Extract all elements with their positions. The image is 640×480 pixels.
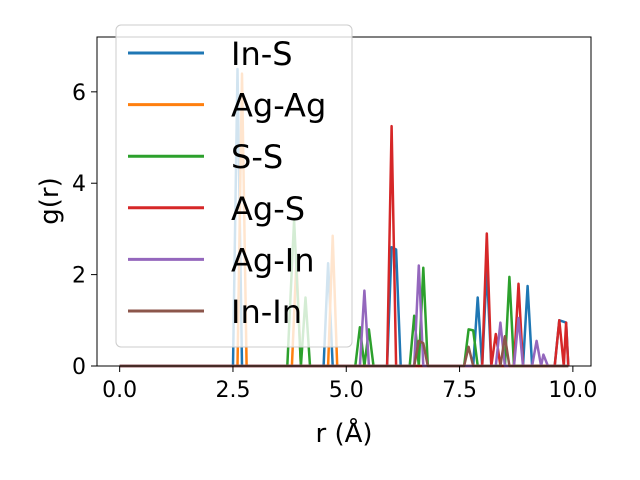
y-axis: 0 2 4 6 [72,81,97,380]
x-tick-label: 5.0 [329,378,364,403]
x-axis: 0.0 2.5 5.0 7.5 10.0 [102,366,597,403]
legend-label-ag-s: Ag-S [231,190,305,228]
x-axis-label: r (Å) [315,417,372,449]
legend-label-in-s: In-S [231,35,293,73]
legend: In-S Ag-Ag S-S Ag-S Ag-In In-In [115,24,353,348]
legend-label-ag-in: Ag-In [231,241,314,279]
legend-label-s-s: S-S [231,138,283,176]
x-tick-label: 10.0 [548,378,597,403]
y-tick-label: 4 [72,172,86,197]
series-line-in-in [119,335,569,368]
y-axis-label: g(r) [35,177,65,224]
x-tick-label: 2.5 [215,378,250,403]
legend-label-ag-ag: Ag-Ag [231,87,326,125]
y-tick-label: 0 [72,355,86,380]
x-tick-label: 7.5 [442,378,477,403]
y-tick-label: 2 [72,264,86,289]
legend-label-in-in: In-In [231,293,302,331]
y-tick-label: 6 [72,81,86,106]
x-tick-label: 0.0 [102,378,137,403]
